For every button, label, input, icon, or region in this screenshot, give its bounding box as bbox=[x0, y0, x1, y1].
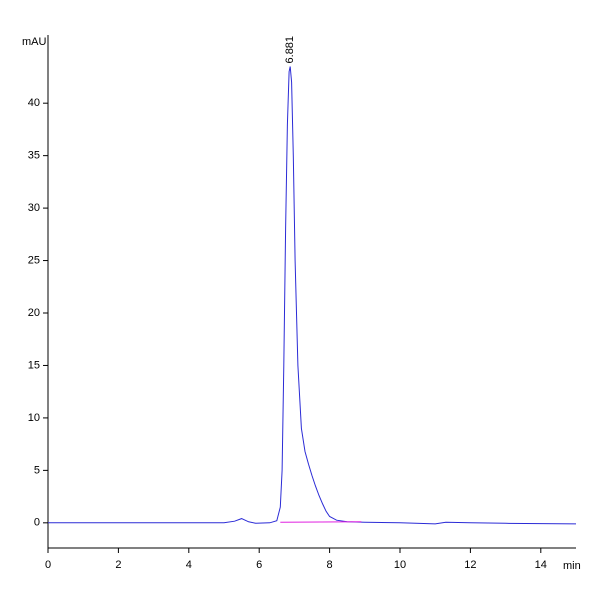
y-tick-label: 0 bbox=[34, 517, 40, 529]
x-tick-label: 4 bbox=[186, 559, 192, 571]
trace bbox=[280, 521, 362, 523]
y-axis-label: mAU bbox=[22, 36, 47, 48]
trace bbox=[48, 66, 577, 525]
peak-label: 6.881 bbox=[284, 36, 296, 64]
y-tick-label: 20 bbox=[28, 307, 40, 319]
x-tick-label: 10 bbox=[394, 559, 406, 571]
x-axis-label: min bbox=[563, 560, 581, 572]
y-tick-label: 25 bbox=[28, 254, 40, 266]
y-tick-label: 35 bbox=[28, 150, 40, 162]
y-tick-label: 5 bbox=[34, 464, 40, 476]
y-tick-label: 40 bbox=[28, 97, 40, 109]
x-tick-label: 8 bbox=[327, 559, 333, 571]
x-tick-label: 14 bbox=[535, 559, 547, 571]
x-tick-label: 2 bbox=[115, 559, 121, 571]
x-tick-label: 0 bbox=[45, 559, 51, 571]
x-tick-label: 12 bbox=[464, 559, 476, 571]
y-tick-label: 10 bbox=[28, 412, 40, 424]
y-tick-label: 15 bbox=[28, 359, 40, 371]
y-tick-label: 30 bbox=[28, 202, 40, 214]
x-tick-label: 6 bbox=[256, 559, 262, 571]
